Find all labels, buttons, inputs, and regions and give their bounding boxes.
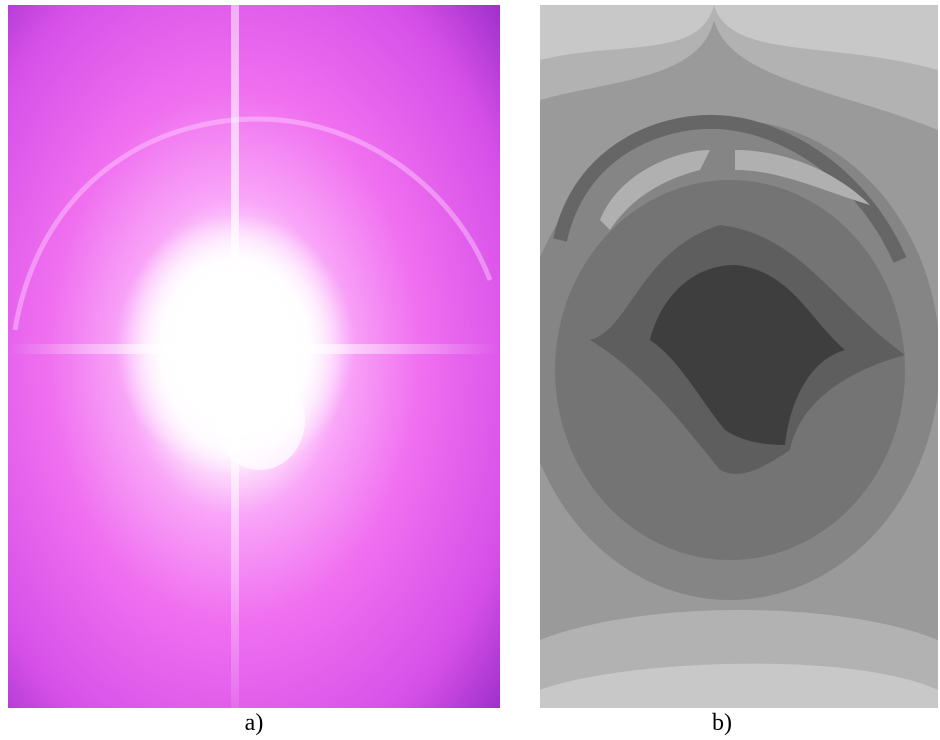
panel-label: b) (712, 710, 732, 736)
figure: a) b) (0, 0, 940, 740)
panel-label: a) (245, 710, 264, 736)
contour-b (520, 5, 940, 708)
photo-a (8, 5, 500, 708)
